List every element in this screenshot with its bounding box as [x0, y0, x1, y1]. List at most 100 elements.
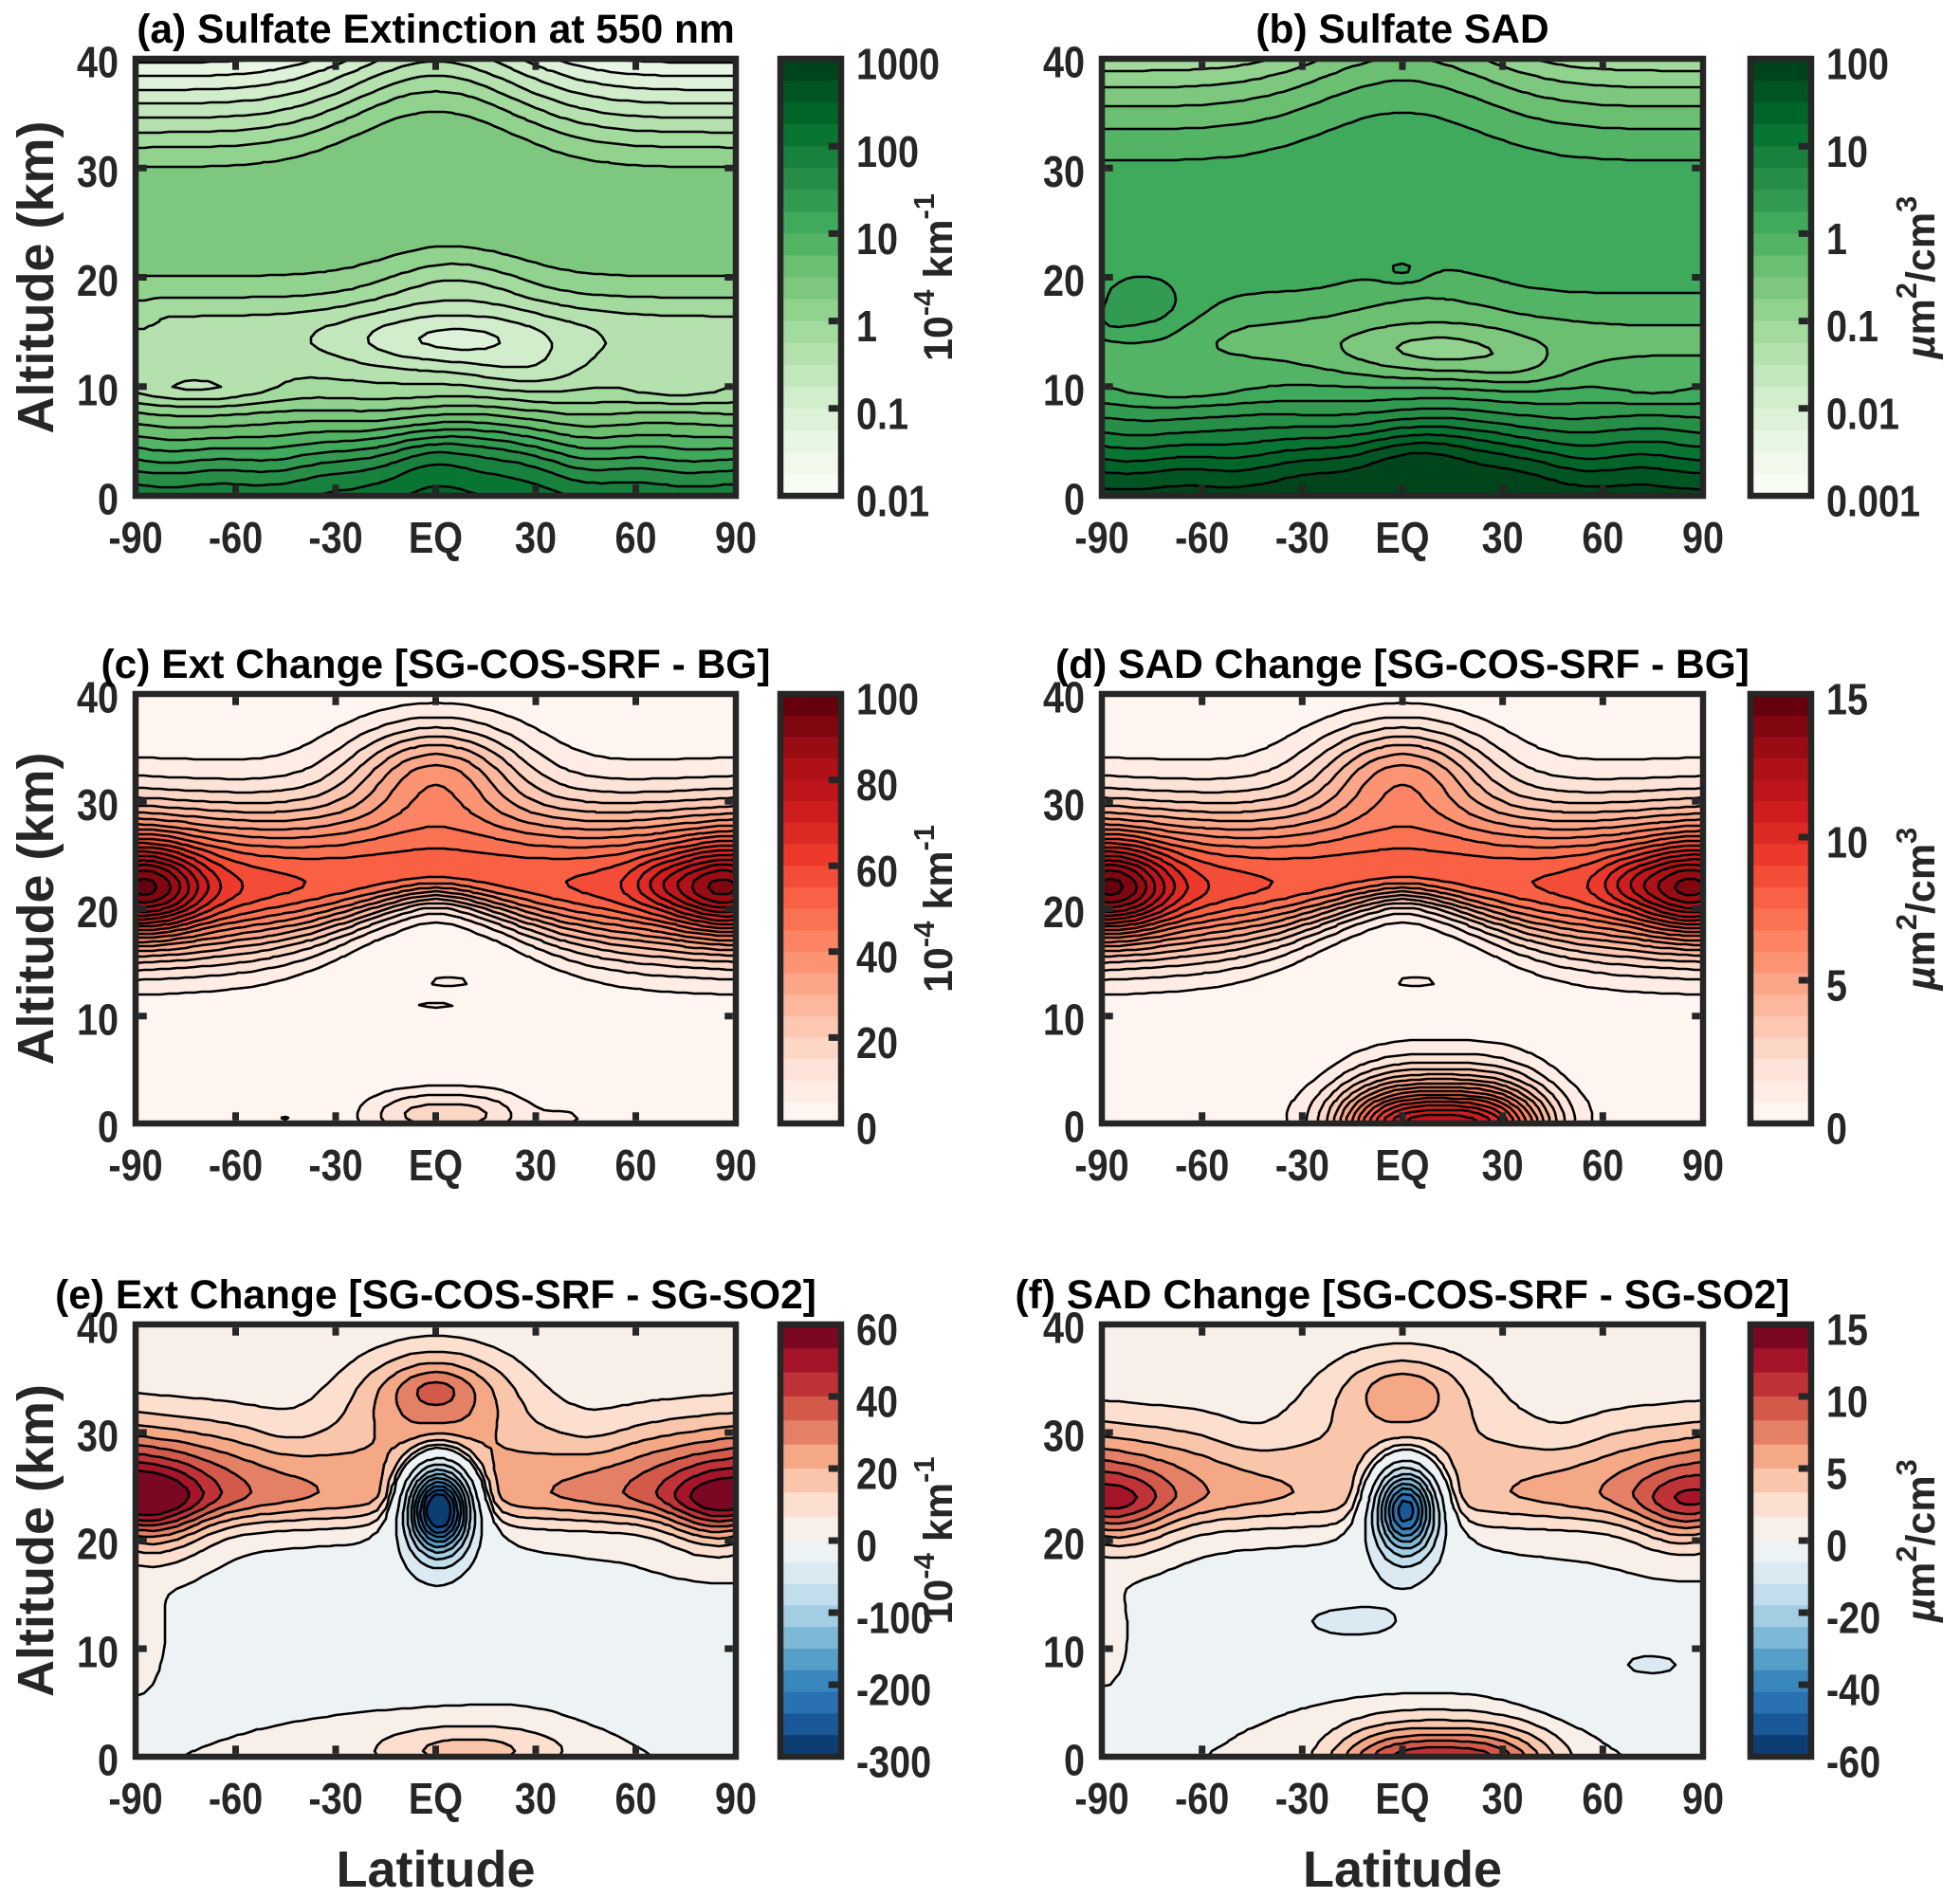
svg-text:-30: -30 [1275, 1141, 1329, 1190]
svg-text:Latitude: Latitude [337, 1841, 536, 1898]
svg-text:EQ: EQ [1375, 1141, 1429, 1190]
svg-text:20: 20 [856, 1018, 898, 1068]
svg-text:10: 10 [1043, 365, 1085, 414]
svg-text:0: 0 [1064, 475, 1085, 524]
svg-text:100: 100 [1826, 40, 1889, 89]
svg-text:-30: -30 [1275, 513, 1329, 562]
svg-text:30: 30 [1482, 1774, 1524, 1823]
svg-text:40: 40 [1043, 38, 1085, 87]
svg-text:-90: -90 [108, 1141, 162, 1190]
svg-text:EQ: EQ [409, 1141, 463, 1190]
svg-text:40: 40 [856, 932, 898, 981]
svg-text:0.01: 0.01 [1826, 389, 1899, 438]
svg-text:10: 10 [1043, 1628, 1085, 1677]
svg-text:EQ: EQ [409, 513, 463, 562]
svg-text:-300: -300 [856, 1738, 931, 1787]
svg-text:30: 30 [515, 1774, 557, 1823]
svg-text:-60: -60 [1175, 513, 1229, 562]
svg-text:µm2/cm3: µm2/cm3 [1890, 828, 1944, 992]
svg-text:5: 5 [1826, 1450, 1847, 1499]
svg-text:10-4 km-1: 10-4 km-1 [907, 193, 962, 361]
svg-text:0: 0 [856, 1104, 877, 1154]
svg-text:-200: -200 [856, 1666, 931, 1715]
svg-text:0: 0 [856, 1522, 877, 1571]
svg-text:0.1: 0.1 [1826, 301, 1878, 351]
svg-text:30: 30 [1043, 1412, 1085, 1461]
svg-text:-30: -30 [1275, 1774, 1329, 1823]
svg-text:EQ: EQ [1375, 1774, 1429, 1823]
svg-text:-30: -30 [308, 1141, 362, 1190]
svg-text:30: 30 [1482, 513, 1524, 562]
svg-text:10: 10 [1826, 1378, 1868, 1427]
svg-text:-20: -20 [1826, 1594, 1880, 1643]
svg-text:-60: -60 [209, 513, 263, 562]
svg-text:40: 40 [1043, 673, 1085, 722]
svg-text:EQ: EQ [1375, 513, 1429, 562]
svg-text:µm2/cm3: µm2/cm3 [1890, 1459, 1944, 1623]
svg-text:20: 20 [1043, 1520, 1085, 1569]
svg-text:60: 60 [615, 513, 657, 562]
svg-text:10: 10 [77, 1628, 119, 1677]
svg-text:1: 1 [856, 301, 877, 351]
svg-text:(f) SAD Change [SG-COS-SRF - S: (f) SAD Change [SG-COS-SRF - SG-SO2] [1016, 1273, 1790, 1318]
svg-text:1: 1 [1826, 214, 1847, 264]
svg-text:-60: -60 [1175, 1141, 1229, 1190]
svg-text:0: 0 [1826, 1522, 1847, 1571]
svg-text:-60: -60 [1175, 1774, 1229, 1823]
svg-text:20: 20 [77, 1520, 119, 1569]
svg-text:-90: -90 [1074, 513, 1128, 562]
svg-text:-90: -90 [1074, 1141, 1128, 1190]
svg-text:20: 20 [1043, 256, 1085, 305]
svg-text:10: 10 [1043, 995, 1085, 1044]
svg-text:30: 30 [1043, 780, 1085, 830]
svg-text:10: 10 [856, 214, 898, 264]
svg-text:30: 30 [515, 513, 557, 562]
svg-text:60: 60 [1582, 1774, 1623, 1823]
svg-text:20: 20 [856, 1450, 898, 1499]
svg-text:30: 30 [77, 780, 119, 830]
svg-text:60: 60 [1582, 513, 1623, 562]
svg-text:30: 30 [1043, 147, 1085, 196]
svg-text:0: 0 [1064, 1736, 1085, 1785]
svg-text:10: 10 [1826, 127, 1868, 176]
svg-text:1000: 1000 [856, 40, 940, 89]
svg-text:(c) Ext Change [SG-COS-SRF - B: (c) Ext Change [SG-COS-SRF - BG] [101, 643, 771, 687]
svg-text:0: 0 [1826, 1104, 1847, 1154]
svg-text:100: 100 [856, 675, 919, 724]
svg-text:-90: -90 [1074, 1774, 1128, 1823]
svg-text:10-4 km-1: 10-4 km-1 [907, 825, 962, 993]
svg-text:EQ: EQ [409, 1774, 463, 1823]
svg-text:-60: -60 [209, 1774, 263, 1823]
svg-text:15: 15 [1826, 1305, 1868, 1355]
svg-text:90: 90 [1682, 1774, 1724, 1823]
svg-text:10-4 km-1: 10-4 km-1 [907, 1456, 962, 1624]
svg-text:0.1: 0.1 [856, 389, 908, 438]
svg-text:-60: -60 [1826, 1738, 1880, 1787]
svg-text:40: 40 [77, 38, 119, 87]
svg-text:40: 40 [77, 1304, 119, 1353]
svg-text:-90: -90 [108, 513, 162, 562]
svg-text:0.001: 0.001 [1826, 477, 1920, 526]
svg-text:15: 15 [1826, 675, 1868, 724]
svg-text:Altitude (km): Altitude (km) [8, 753, 64, 1066]
svg-text:90: 90 [715, 1774, 757, 1823]
svg-text:30: 30 [77, 147, 119, 196]
svg-text:60: 60 [856, 1305, 898, 1355]
svg-text:0: 0 [98, 1103, 119, 1152]
svg-text:60: 60 [1582, 1141, 1623, 1190]
svg-text:30: 30 [77, 1412, 119, 1461]
svg-text:5: 5 [1826, 961, 1847, 1011]
svg-text:40: 40 [856, 1378, 898, 1427]
svg-text:90: 90 [715, 1141, 757, 1190]
svg-text:Latitude: Latitude [1303, 1841, 1502, 1898]
svg-text:40: 40 [1043, 1304, 1085, 1353]
svg-text:20: 20 [1043, 887, 1085, 937]
svg-text:µm2/cm3: µm2/cm3 [1890, 196, 1944, 360]
svg-text:60: 60 [615, 1141, 657, 1190]
svg-text:0.01: 0.01 [856, 477, 929, 526]
svg-text:(b) Sulfate SAD: (b) Sulfate SAD [1255, 8, 1548, 52]
svg-text:30: 30 [1482, 1141, 1524, 1190]
svg-text:30: 30 [515, 1141, 557, 1190]
svg-text:90: 90 [1682, 1141, 1724, 1190]
svg-text:0: 0 [98, 475, 119, 524]
